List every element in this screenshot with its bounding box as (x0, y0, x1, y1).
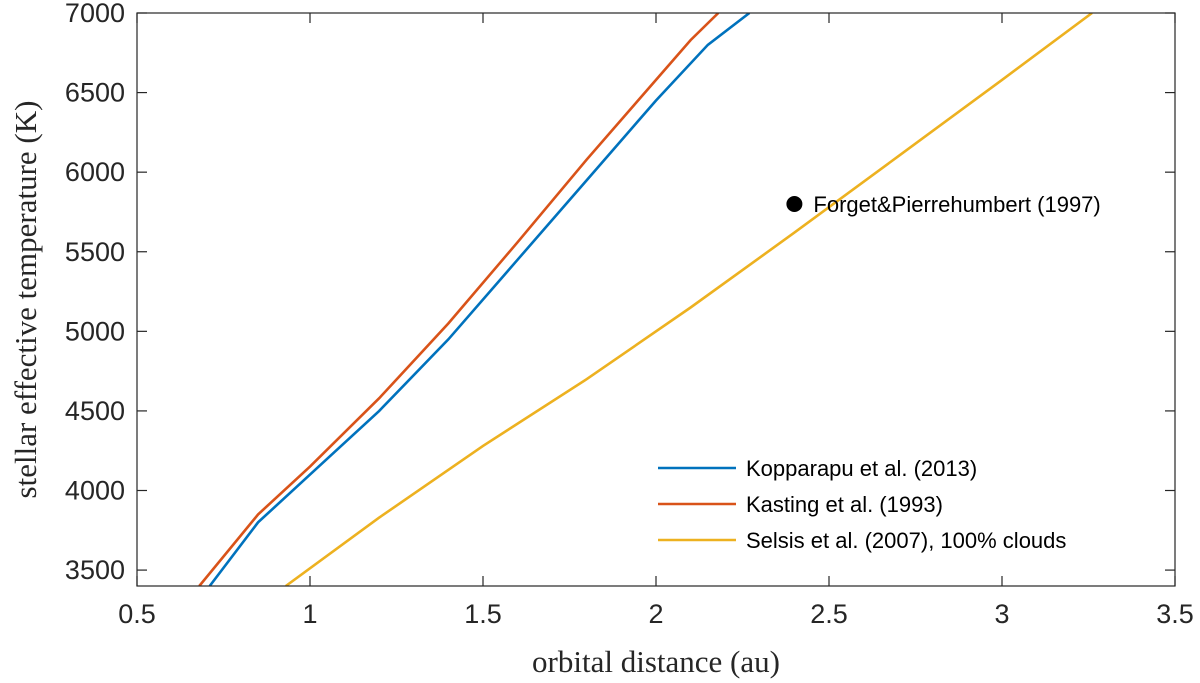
series-line-2 (198, 13, 720, 586)
legend-label-1: Kopparapu et al. (2013) (746, 456, 977, 481)
legend-label-3: Selsis et al. (2007), 100% clouds (746, 528, 1066, 553)
y-tick-label: 6500 (65, 78, 125, 108)
x-tick-label: 1 (302, 599, 317, 629)
legend: Kopparapu et al. (2013) Kasting et al. (1… (658, 456, 1066, 553)
series-line-3 (285, 13, 1093, 586)
x-axis-title: orbital distance (au) (532, 644, 780, 679)
annotation-marker (786, 196, 803, 212)
x-tick-label: 2.5 (810, 599, 848, 629)
x-tick-label: 1.5 (464, 599, 502, 629)
x-tick-label: 3.5 (1156, 599, 1194, 629)
y-tick-label: 3500 (65, 555, 125, 585)
y-tick-label: 6000 (65, 157, 125, 187)
series-line-1 (208, 13, 751, 586)
y-tick-label: 7000 (65, 0, 125, 28)
legend-label-2: Kasting et al. (1993) (746, 492, 943, 517)
y-axis-title: stellar effective temperature (K) (8, 101, 43, 499)
x-tick-label: 0.5 (118, 599, 156, 629)
plot-layer (198, 13, 1093, 586)
ticks-layer: 0.5 1 1.5 2 2.5 3 3.5 3500 4000 4500 5000 5500 6000 6… (65, 0, 1194, 629)
y-tick-label: 5000 (65, 316, 125, 346)
x-tick-label: 3 (994, 599, 1009, 629)
annotation-layer: Forget&Pierrehumbert (1997) (786, 192, 1101, 217)
y-tick-label: 4500 (65, 396, 125, 426)
x-tick-label: 2 (648, 599, 663, 629)
y-tick-label: 5500 (65, 237, 125, 267)
y-tick-label: 4000 (65, 476, 125, 506)
annotation-label: Forget&Pierrehumbert (1997) (813, 192, 1100, 217)
